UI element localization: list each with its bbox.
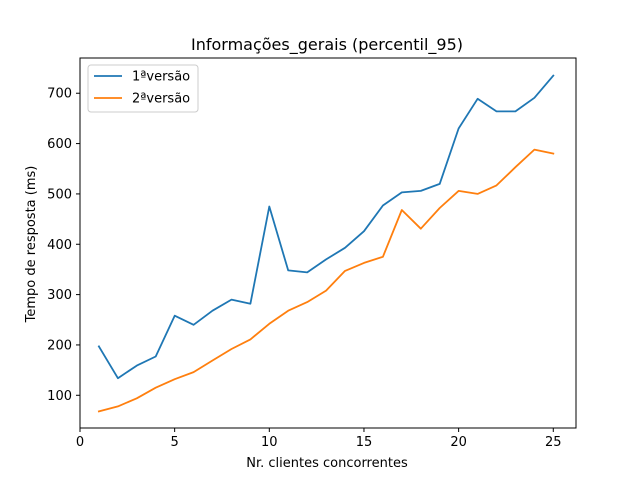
y-axis-label: Tempo de resposta (ms) — [24, 166, 39, 324]
series-line-1 — [97, 74, 555, 380]
legend-label-2: 2ªversão — [132, 92, 190, 107]
y-tick-label: 500 — [47, 187, 72, 202]
legend-label-1: 1ªversão — [132, 70, 190, 85]
y-tick-label: 700 — [47, 87, 72, 102]
legend: 1ªversão 2ªversão — [87, 64, 199, 113]
chart-title: Informações_gerais (percentil_95) — [191, 35, 463, 55]
y-tick-label: 400 — [47, 238, 72, 253]
x-tick-label: 0 — [76, 435, 84, 450]
y-tick-label: 100 — [47, 389, 72, 404]
series-line-2 — [97, 148, 555, 413]
y-tick-label: 200 — [47, 338, 72, 353]
x-tick-label: 20 — [450, 435, 467, 450]
x-tick-label: 5 — [171, 435, 179, 450]
y-axis: 100 200 300 400 500 600 700 — [47, 87, 80, 404]
x-tick-label: 25 — [545, 435, 562, 450]
plot-area — [79, 57, 577, 429]
x-tick-label: 15 — [356, 435, 373, 450]
x-axis: 0 5 10 15 20 25 — [76, 428, 562, 450]
y-tick-label: 600 — [47, 137, 72, 152]
x-tick-label: 10 — [261, 435, 278, 450]
x-axis-label: Nr. clientes concorrentes — [246, 456, 408, 471]
plot-frame — [79, 57, 577, 429]
y-tick-label: 300 — [47, 288, 72, 303]
